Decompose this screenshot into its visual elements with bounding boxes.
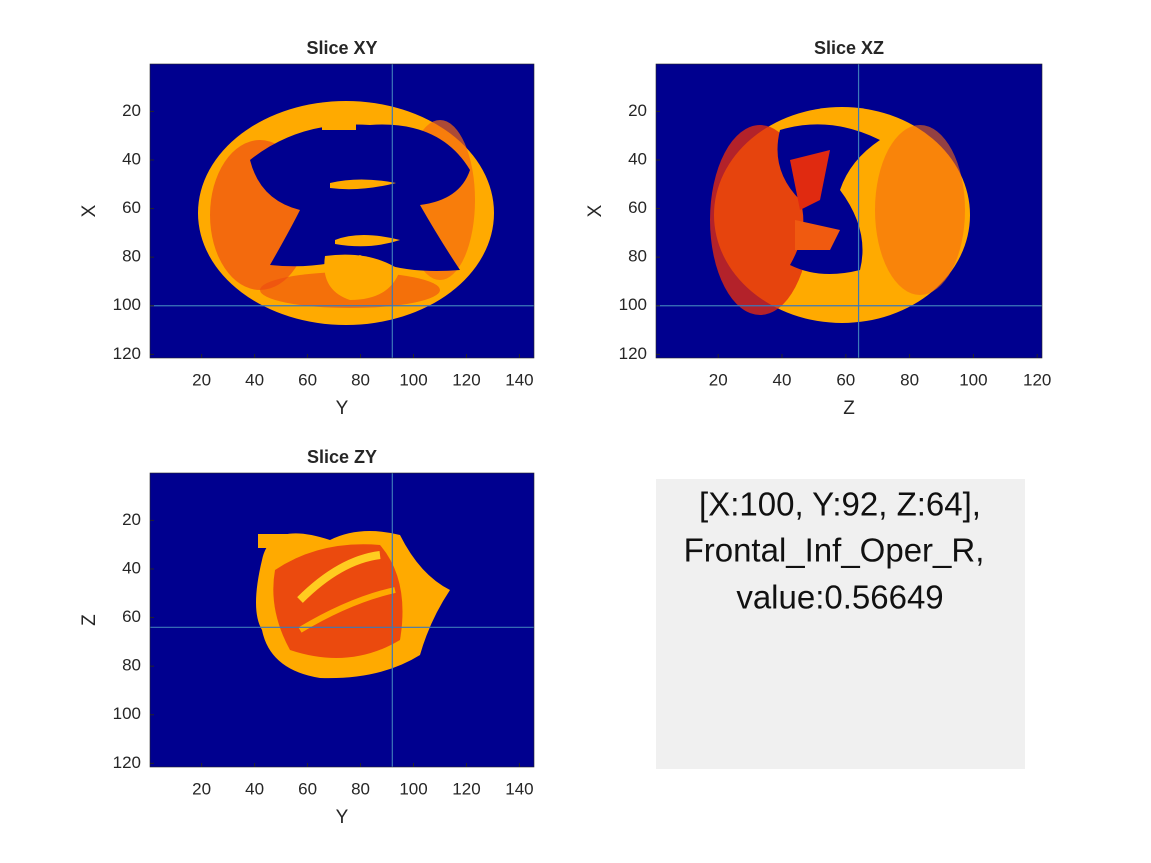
y-tick-label: 40 — [122, 149, 141, 168]
axes-title: Slice XY — [306, 38, 377, 58]
x-tick-label: 140 — [505, 779, 533, 798]
x-tick-label: 40 — [245, 779, 264, 798]
y-tick-label: 120 — [113, 344, 141, 363]
x-tick-label: 20 — [709, 370, 728, 389]
x-tick-label: 100 — [959, 370, 987, 389]
y-axis-label: X — [79, 204, 100, 217]
x-tick-label: 60 — [298, 779, 317, 798]
y-tick-label: 60 — [628, 198, 647, 217]
slice-image — [150, 64, 534, 358]
y-tick-label: 100 — [619, 295, 647, 314]
axes-title: Slice ZY — [307, 447, 377, 467]
y-tick-label: 20 — [122, 101, 141, 120]
y-axis-label: Z — [79, 614, 100, 626]
y-tick-label: 20 — [122, 510, 141, 529]
x-axis-label: Z — [843, 398, 855, 419]
x-tick-label: 100 — [399, 370, 427, 389]
y-tick-label: 60 — [122, 198, 141, 217]
x-tick-label: 60 — [836, 370, 855, 389]
x-axis-label: Y — [336, 398, 349, 419]
slice-image — [150, 473, 534, 767]
x-tick-label: 80 — [351, 779, 370, 798]
y-tick-label: 80 — [628, 247, 647, 266]
x-tick-label: 100 — [399, 779, 427, 798]
info-line: [X:100, Y:92, Z:64], — [699, 486, 981, 523]
x-tick-label: 120 — [452, 370, 480, 389]
info-panel — [656, 479, 1025, 769]
y-tick-label: 40 — [122, 558, 141, 577]
x-tick-label: 120 — [1023, 370, 1051, 389]
y-tick-label: 120 — [619, 344, 647, 363]
slice-image — [656, 64, 1042, 358]
x-tick-label: 20 — [192, 779, 211, 798]
y-tick-label: 100 — [113, 704, 141, 723]
axes-title: Slice XZ — [814, 38, 884, 58]
x-tick-label: 60 — [298, 370, 317, 389]
y-axis-label: X — [585, 204, 606, 217]
y-tick-label: 20 — [628, 101, 647, 120]
axes-box — [149, 63, 535, 359]
x-axis-label: Y — [336, 807, 349, 828]
x-tick-label: 40 — [245, 370, 264, 389]
x-tick-label: 20 — [192, 370, 211, 389]
x-tick-label: 140 — [505, 370, 533, 389]
x-tick-label: 80 — [900, 370, 919, 389]
y-tick-label: 120 — [113, 753, 141, 772]
y-tick-label: 60 — [122, 607, 141, 626]
axes-box — [655, 63, 1043, 359]
y-tick-label: 40 — [628, 149, 647, 168]
axes-box — [149, 472, 535, 768]
y-tick-label: 100 — [113, 295, 141, 314]
info-line: Frontal_Inf_Oper_R, — [684, 532, 985, 569]
y-tick-label: 80 — [122, 247, 141, 266]
x-tick-label: 80 — [351, 370, 370, 389]
x-tick-label: 120 — [452, 779, 480, 798]
x-tick-label: 40 — [773, 370, 792, 389]
info-line: value:0.56649 — [736, 579, 943, 616]
y-tick-label: 80 — [122, 656, 141, 675]
